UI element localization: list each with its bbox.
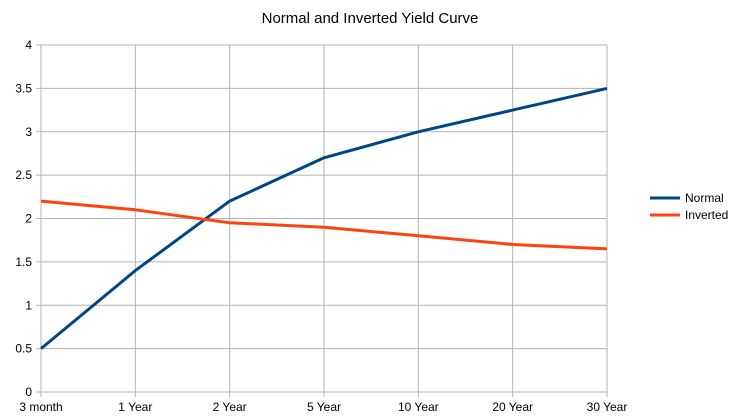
x-tick-label: 2 Year (213, 400, 247, 414)
x-tick-label: 1 Year (118, 400, 152, 414)
x-tick-label: 30 Year (587, 400, 628, 414)
x-tick-label: 10 Year (398, 400, 439, 414)
y-tick-label: 3 (25, 125, 32, 139)
x-tick-label: 20 Year (492, 400, 533, 414)
y-tick-label: 4 (25, 38, 32, 52)
x-tick-label: 3 month (19, 400, 62, 414)
legend: Normal Inverted (650, 191, 728, 222)
y-tick-label: 2 (25, 212, 32, 226)
legend-label-normal: Normal (685, 191, 724, 205)
x-tick-label: 5 Year (307, 400, 341, 414)
y-tick-label: 2.5 (15, 168, 32, 182)
legend-label-inverted: Inverted (685, 208, 728, 222)
y-tick-label: 1.5 (15, 255, 32, 269)
series-line-inverted (40, 199, 608, 251)
y-tick-label: 3.5 (15, 81, 32, 95)
y-axis-ticks: 0 0.5 1 1.5 2 2.5 3 3.5 4 (15, 38, 32, 399)
y-tick-label: 0 (25, 385, 32, 399)
series-lines (40, 86, 608, 350)
gridlines (40, 44, 608, 393)
y-tick-label: 0.5 (15, 342, 32, 356)
x-axis-ticks: 3 month 1 Year 2 Year 5 Year 10 Year 20 Year 3… (19, 400, 627, 414)
series-line-normal (40, 86, 608, 350)
y-tick-label: 1 (25, 298, 32, 312)
chart-title: Normal and Inverted Yield Curve (262, 10, 479, 27)
axes (36, 44, 608, 397)
